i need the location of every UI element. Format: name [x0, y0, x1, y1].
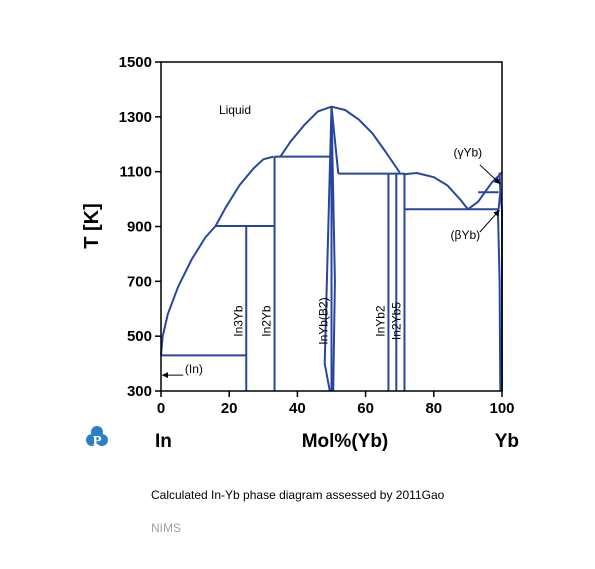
svg-text:P: P [92, 434, 101, 448]
y-tick-label: 700 [127, 273, 152, 290]
compound-label: InYb2 [373, 305, 387, 337]
compound-labels: In3Yb In2Yb InYb(B2) InYb2 In2Yb5 [231, 297, 403, 344]
phase-boundary-3 [330, 106, 336, 392]
figure-caption: Calculated In-Yb phase diagram assessed … [151, 488, 445, 502]
x-tick-label: 60 [357, 400, 374, 417]
liquidus-curve-1 [160, 155, 274, 356]
compound-label: InYb(B2) [317, 297, 331, 344]
x-tick-label: 0 [157, 400, 165, 417]
liquidus-curve-2 [279, 105, 401, 174]
x-tick-label: 80 [425, 400, 442, 417]
footer-source: NIMS [151, 521, 181, 535]
compound-label: In2Yb5 [389, 302, 403, 340]
y-tick-label: 500 [127, 328, 152, 345]
phase-boundaries [160, 105, 503, 392]
compound-label: In3Yb [231, 305, 245, 337]
phase-boundary-1 [323, 106, 333, 392]
y-axis-label: T [K] [81, 203, 103, 249]
y-tick-label: 300 [127, 383, 152, 400]
x-tick-label: 100 [489, 400, 514, 417]
y-tick-label: 1100 [119, 164, 152, 181]
liquidus-curve-3 [402, 171, 503, 211]
phase-boundary-5 [497, 172, 502, 210]
x-tick-label: 40 [289, 400, 306, 417]
x-axis-ticks: 0 20 40 60 80 100 [157, 391, 515, 417]
y-tick-label: 1300 [119, 109, 152, 126]
arrow-head [493, 177, 501, 185]
phase-annotation: (βYb) [451, 228, 481, 242]
phase-annotation: (In) [185, 362, 203, 376]
phase-annotation: (γYb) [453, 146, 482, 160]
y-tick-label: 900 [127, 219, 152, 236]
phase-annotations: Liquid (In) (γYb) (βYb) [162, 103, 501, 379]
y-tick-label: 1500 [119, 54, 152, 71]
arrow-head [493, 210, 500, 217]
right-element-label: Yb [495, 431, 519, 452]
phase-boundary-8 [496, 209, 502, 392]
left-element-label: In [155, 431, 172, 452]
phase-annotation: Liquid [219, 103, 251, 117]
logo-icon: P [86, 426, 108, 448]
y-axis-ticks: 300 500 700 900 1100 1300 1500 [119, 54, 161, 400]
arrow-head [162, 372, 169, 379]
compound-label: In2Yb [260, 305, 274, 337]
x-axis-label: Mol%(Yb) [302, 431, 389, 452]
x-tick-label: 20 [221, 400, 238, 417]
